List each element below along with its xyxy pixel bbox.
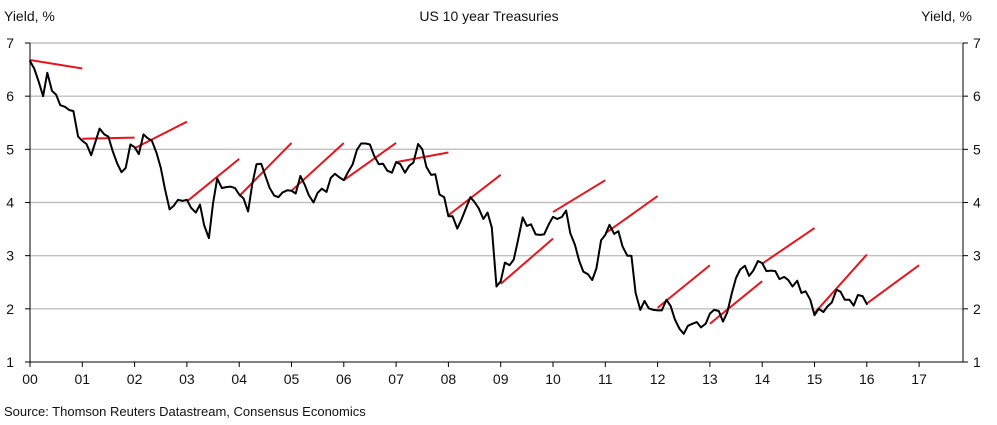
x-tick-label: 03 [179, 371, 195, 387]
x-tick-label: 02 [127, 371, 143, 387]
x-tick-label: 12 [650, 371, 666, 387]
y-tick-label-left: 1 [6, 354, 14, 370]
source-note: Source: Thomson Reuters Datastream, Cons… [4, 404, 366, 419]
y-tick-label-right: 3 [973, 248, 981, 264]
x-tick-label: 14 [754, 371, 770, 387]
x-tick-label: 10 [545, 371, 561, 387]
chart-title: US 10 year Treasuries [419, 8, 558, 24]
x-tick-label: 00 [22, 371, 38, 387]
x-tick-label: 07 [388, 371, 404, 387]
forecast-line-7 [395, 151, 449, 164]
x-tick-label: 08 [441, 371, 457, 387]
forecast-line-8 [447, 174, 502, 217]
y-tick-label-right: 4 [973, 195, 981, 211]
gridlines [30, 42, 963, 310]
forecast-line-11 [604, 195, 659, 235]
y-tick-label-right: 7 [973, 35, 981, 51]
forecast-line-15 [813, 253, 868, 314]
y-tick-label-right: 1 [973, 354, 981, 370]
x-tick-label: 17 [911, 371, 927, 387]
x-tick-label: 16 [859, 371, 875, 387]
y-tick-label-left: 3 [6, 248, 14, 264]
y-tick-label-left: 6 [6, 88, 14, 104]
x-tick-label: 13 [702, 371, 718, 387]
forecast-line-2 [134, 120, 188, 150]
left-axis-label: Yield, % [4, 8, 55, 24]
y-tick-label-right: 5 [973, 141, 981, 157]
y-tick-label-left: 5 [6, 141, 14, 157]
right-axis-label: Yield, % [921, 8, 972, 24]
x-tick-label: 05 [284, 371, 300, 387]
x-tick-label: 01 [75, 371, 91, 387]
forecast-line-3 [186, 158, 240, 203]
forecast-line-4 [238, 142, 293, 197]
y-tick-label-left: 7 [6, 35, 14, 51]
y-axis-left: 1 2 3 4 5 6 7 [6, 35, 31, 370]
forecast-line-13 [709, 280, 763, 325]
forecast-line-16 [866, 264, 920, 305]
yield-series-line-0 [29, 60, 868, 335]
y-tick-label-left: 2 [6, 301, 14, 317]
x-tick-label: 04 [231, 371, 247, 387]
x-tick-label: 15 [807, 371, 823, 387]
forecast-line-10 [552, 179, 606, 213]
y-tick-label-left: 4 [6, 195, 14, 211]
x-axis: 00 01 02 03 04 05 06 07 08 09 10 11 12 13 14 15 16 17 [22, 361, 963, 387]
x-tick-label: 06 [336, 371, 352, 387]
y-axis-right: 1 2 3 4 5 6 7 [962, 35, 981, 370]
forecast-line-9 [500, 237, 554, 285]
series-lines [29, 60, 868, 335]
forecast-line-14 [761, 227, 816, 265]
y-tick-label-right: 2 [973, 301, 981, 317]
forecast-line-5 [290, 142, 345, 192]
x-tick-label: 11 [598, 371, 613, 387]
forecast-line-6 [343, 142, 397, 181]
x-tick-label: 09 [493, 371, 509, 387]
y-tick-label-right: 6 [973, 88, 981, 104]
forecast-lines [29, 59, 920, 325]
forecast-line-0 [29, 59, 83, 70]
